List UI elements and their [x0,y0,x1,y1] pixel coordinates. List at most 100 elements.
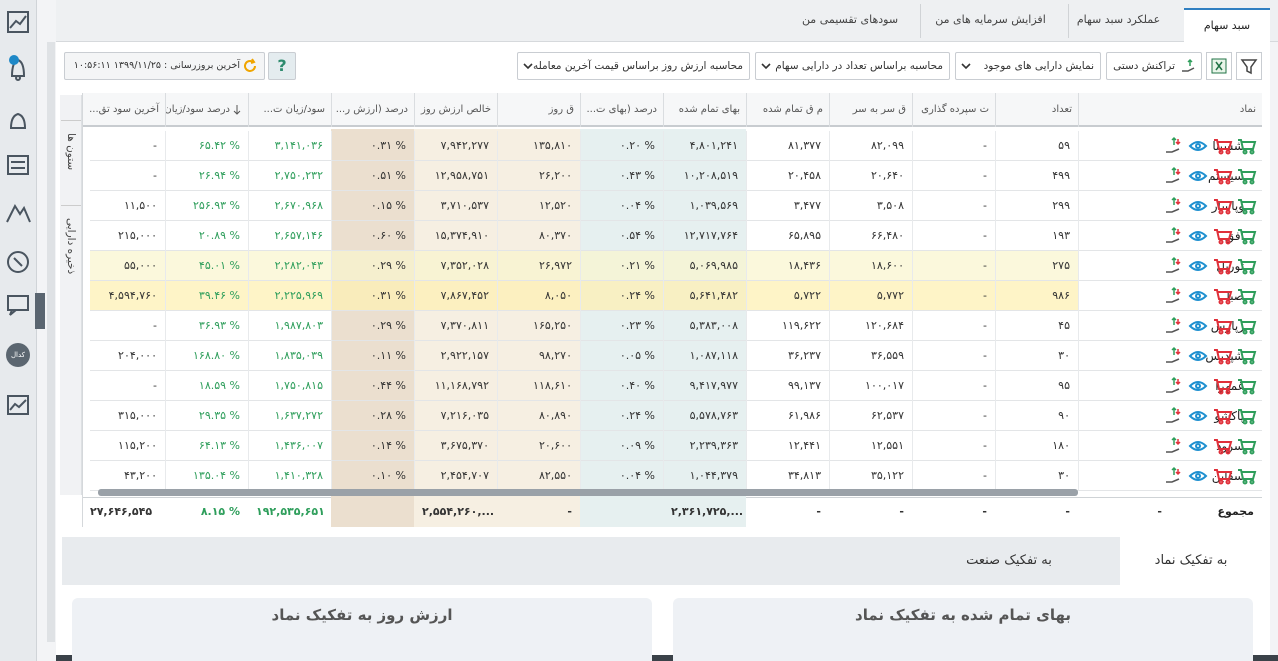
table-cell: ۱۸,۴۳۶ [787,259,821,272]
table-cell: ۸۰,۸۹۰ [538,409,572,422]
table-cell: ۳۴,۸۱۳ [787,469,821,482]
column-divider [331,131,332,491]
sidebar: کدال [0,0,37,661]
table-cell: ۵۵,۰۰۰ [123,259,157,272]
table-cell: ۰.۲۹ % [370,319,406,332]
row-actions[interactable] [1140,345,1262,367]
row-border [90,400,1262,401]
dropdown[interactable]: محاسبه براساس تعداد در دارایی سهام [755,52,950,80]
row-actions[interactable] [1140,465,1262,487]
table-cell: ۰.۰۵ % [619,349,655,362]
side-tab[interactable]: ستون ها [61,120,81,230]
column-header[interactable]: ق سر به سر [829,93,912,127]
table-cell: ۲,۴۵۴,۷۰۷ [440,469,489,482]
side-tab[interactable]: ذخیره دارایی [61,205,81,325]
footer-cell: ۲,۵۵۴,۲۶۰,... [422,505,495,518]
footer-cell: - [816,505,821,518]
table-cell: - [983,139,987,152]
table-cell: ۰.۴۳ % [619,169,655,182]
collapse-toggle[interactable] [35,293,45,329]
row-actions[interactable] [1140,135,1262,157]
hand-icon [1180,57,1198,75]
table-cell: ۲۰,۶۰۰ [538,439,572,452]
column-band [414,497,497,527]
column-header[interactable]: سود/زیان ت... [248,93,331,127]
row-border [90,220,1262,221]
row-actions[interactable] [1140,225,1262,247]
table-cell: ۱۰,۲۰۸,۵۱۹ [683,169,738,182]
tab[interactable]: افزایش سرمایه های من [920,4,1060,38]
table-cell: ۸,۰۵۰ [544,289,572,302]
table-cell: - [983,169,987,182]
table-cell: ۵,۰۶۹,۹۸۵ [689,259,738,272]
column-header[interactable]: درصد (بهای ت... [580,93,663,127]
row-actions[interactable] [1140,165,1262,187]
tab[interactable]: عملکرد سبد سهام [1068,4,1168,38]
table-cell: ۷,۸۶۷,۴۵۲ [440,289,489,302]
table-cell: ۲۱۵,۰۰۰ [118,229,157,242]
dropdown[interactable]: محاسبه ارزش روز براساس قیمت آخرین معامله [517,52,750,80]
profit-cell: ۱۸.۵۹ % [198,379,240,392]
help-button[interactable]: ? [268,52,296,80]
table-cell: ۰.۲۰ % [619,139,655,152]
column-header[interactable]: خالص ارزش روز [414,93,497,127]
table-cell: ۳۵,۱۲۲ [870,469,904,482]
table-cell: - [153,379,157,392]
table-cell: ۲۷۵ [1052,259,1070,272]
tab[interactable]: سودهای تقسیمی من [801,13,899,26]
row-actions[interactable] [1140,315,1262,337]
column-header[interactable]: ق روز [497,93,580,127]
row-actions[interactable] [1140,285,1262,307]
row-actions[interactable] [1140,195,1262,217]
table-cell: ۳۶,۵۵۹ [870,349,904,362]
profit-cell: ۲۵۶.۹۳ % [193,199,240,212]
table-cell: ۶۱,۹۸۶ [787,409,821,422]
column-divider [248,131,249,491]
table-cell: ۳,۷۱۰,۵۳۷ [440,199,489,212]
tab[interactable]: سبد سهام [1184,8,1270,42]
footer-cell: - [982,505,987,518]
bottom-tab[interactable]: به تفکیک نماد [1120,537,1262,585]
profit-cell: ۲۶.۹۴ % [198,169,240,182]
row-actions[interactable] [1140,435,1262,457]
filter-button[interactable] [1236,52,1262,80]
column-header[interactable]: ت سپرده گذاری [912,93,995,127]
table-cell: - [983,439,987,452]
row-actions[interactable] [1140,405,1262,427]
table-cell: ۳۱۵,۰۰۰ [118,409,157,422]
table-cell: ۲۹۹ [1052,199,1070,212]
column-band [663,129,746,525]
manual-transaction-button[interactable]: تراکنش دستی [1106,52,1202,80]
symbol[interactable]: شپدیس [1205,349,1244,363]
last-update[interactable]: آخرین بروزرسانی : ۱۳۹۹/۱۱/۲۵ ۱۰:۵۶:۱۱ [64,52,265,80]
profit-cell: ۴۵.۰۱ % [198,259,240,272]
row-actions[interactable] [1140,375,1262,397]
column-header[interactable]: بهای تمام شده [663,93,746,127]
row-actions [1166,466,1257,485]
column-divider [497,131,498,491]
row-actions [1166,256,1257,275]
table-cell: ۴۹۹ [1052,169,1070,182]
table-cell: - [983,379,987,392]
row-actions[interactable] [1140,255,1262,277]
column-header[interactable]: نماد [1078,93,1262,127]
column-divider [414,131,415,491]
table-cell: ۰.۱۱ % [370,349,406,362]
table-cell: ۱۱۵,۲۰۰ [118,439,157,452]
row-highlight [90,281,1078,311]
dropdown[interactable]: نمایش دارایی های موجود [955,52,1101,80]
bottom-tab[interactable]: به تفکیک صنعت [966,553,1052,568]
column-header[interactable]: آخرین سود تق... [82,93,165,127]
table-cell: ۱۱۹,۶۲۲ [782,319,821,332]
column-header[interactable]: درصد (ارزش ر... [331,93,414,127]
dropdown-caret [761,61,771,71]
column-header[interactable]: تعداد [995,93,1078,127]
column-header[interactable]: درصد سود/زیان [165,93,248,127]
table-cell: ۱۱,۱۶۸,۷۹۲ [434,379,489,392]
arrow [233,105,241,115]
column-header[interactable]: م ق تمام شده [746,93,829,127]
excel-button[interactable] [1206,52,1232,80]
profit-cell: ۱,۹۸۷,۸۰۳ [274,319,323,332]
profit-cell: ۲,۲۸۲,۰۴۳ [274,259,323,272]
table-cell: - [983,229,987,242]
